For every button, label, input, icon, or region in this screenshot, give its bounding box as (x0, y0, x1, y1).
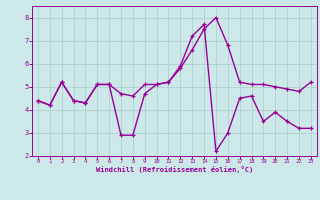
X-axis label: Windchill (Refroidissement éolien,°C): Windchill (Refroidissement éolien,°C) (96, 166, 253, 173)
